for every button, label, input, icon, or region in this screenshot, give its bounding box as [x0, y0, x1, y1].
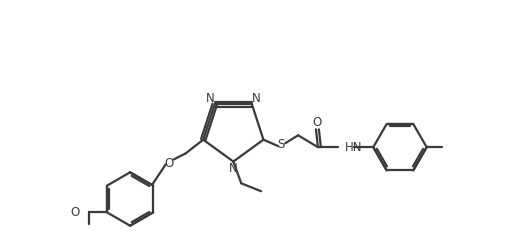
Text: O: O — [70, 206, 79, 219]
Text: N: N — [206, 92, 215, 105]
Text: N: N — [229, 162, 238, 175]
Text: HN: HN — [344, 141, 362, 154]
Text: O: O — [312, 116, 321, 129]
Text: O: O — [164, 157, 173, 170]
Text: S: S — [278, 138, 285, 151]
Text: N: N — [251, 92, 260, 105]
